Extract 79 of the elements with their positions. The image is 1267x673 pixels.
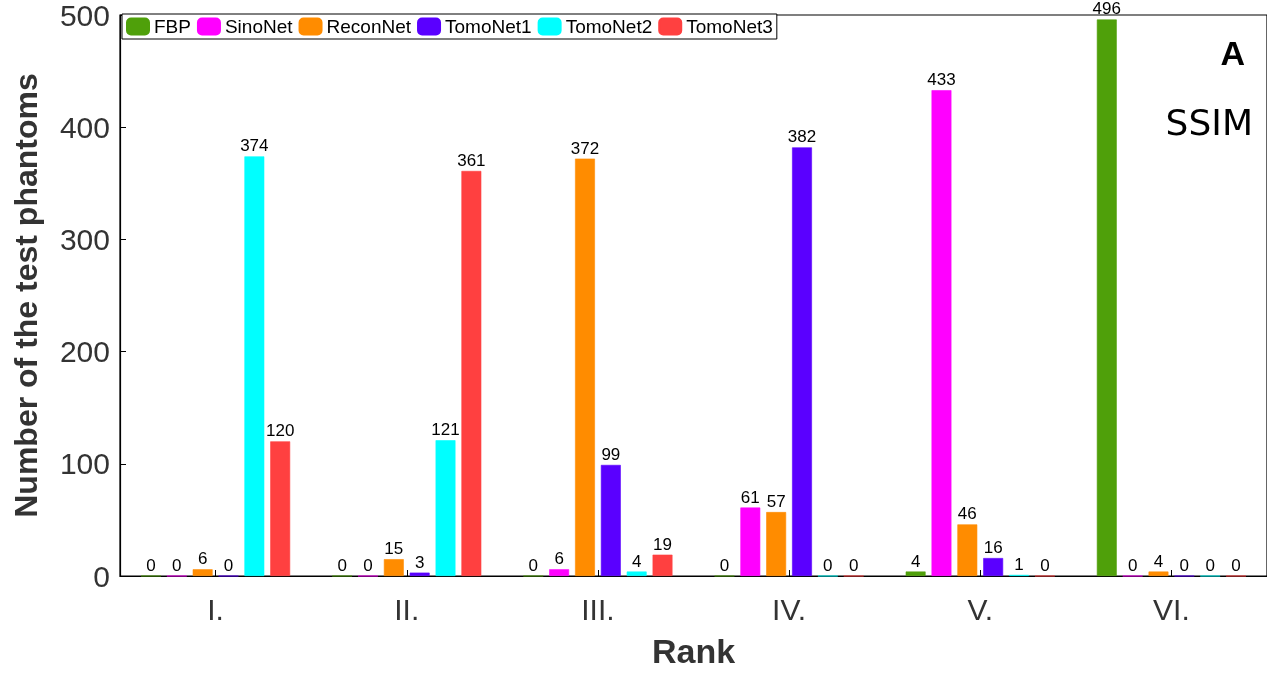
data-label: 46 — [957, 504, 977, 524]
data-label: 0 — [337, 555, 347, 575]
bar — [192, 569, 213, 576]
y-axis-title: Number of the test phantoms — [8, 73, 44, 518]
bar — [766, 512, 787, 576]
data-label: 16 — [983, 538, 1003, 558]
y-tick-label: 300 — [59, 222, 110, 256]
y-tick-label: 500 — [59, 0, 110, 32]
bar — [983, 558, 1004, 576]
x-axis-title: Rank — [651, 632, 736, 670]
data-label: 0 — [848, 555, 859, 575]
bar — [600, 464, 621, 576]
data-label: 6 — [554, 549, 564, 569]
data-label: 0 — [528, 555, 539, 575]
annotation: A — [1220, 34, 1246, 72]
data-label: 433 — [927, 70, 956, 90]
bar — [931, 90, 952, 576]
data-label: 61 — [740, 487, 760, 507]
bar — [957, 524, 978, 576]
bar — [270, 441, 291, 576]
data-label: 3 — [414, 552, 425, 572]
bar — [461, 170, 482, 576]
data-label: 0 — [823, 555, 833, 575]
x-tick-label: VI. — [1153, 592, 1190, 626]
legend-label: SinoNet — [224, 16, 294, 37]
bar — [626, 571, 647, 576]
data-label: 0 — [1205, 555, 1215, 575]
legend-label: TomoNet3 — [686, 16, 773, 37]
bar — [244, 156, 265, 576]
data-label: 496 — [1092, 0, 1121, 19]
data-label: 361 — [457, 150, 486, 170]
data-label: 6 — [197, 549, 208, 569]
bar — [383, 559, 404, 576]
data-label: 120 — [266, 421, 295, 441]
data-label: 0 — [1127, 555, 1138, 575]
data-label: 4 — [631, 551, 642, 571]
data-label: 0 — [172, 555, 182, 575]
bar — [905, 571, 926, 576]
data-label: 15 — [384, 539, 404, 559]
x-tick-label: II. — [394, 592, 420, 626]
annotation: SSIM — [1165, 101, 1254, 143]
bar — [740, 507, 761, 576]
legend-label: TomoNet1 — [445, 16, 532, 37]
data-label: 4 — [910, 551, 921, 571]
x-tick-label: V. — [967, 592, 994, 626]
data-label: 57 — [766, 492, 786, 512]
y-tick-label: 200 — [59, 335, 110, 369]
bar — [1148, 571, 1169, 576]
data-label: 1 — [1014, 554, 1024, 574]
legend-label: TomoNet2 — [565, 16, 653, 37]
bar — [792, 147, 812, 576]
data-label: 382 — [787, 127, 817, 147]
bar — [435, 440, 456, 576]
bar — [549, 569, 570, 576]
data-label: 0 — [1231, 555, 1241, 575]
bar — [652, 554, 673, 576]
y-tick-label: 0 — [93, 559, 110, 593]
bar — [575, 158, 595, 576]
data-label: 4 — [1153, 551, 1164, 571]
data-label: 121 — [431, 420, 460, 440]
data-label: 0 — [146, 555, 156, 575]
data-label: 372 — [570, 138, 600, 158]
y-tick-label: 100 — [59, 447, 110, 481]
y-tick-label: 400 — [59, 110, 110, 144]
data-label: 19 — [653, 534, 672, 554]
bar — [409, 572, 430, 576]
data-label: 0 — [363, 555, 373, 575]
data-label: 0 — [1179, 555, 1190, 575]
data-label: 0 — [1040, 555, 1050, 575]
x-tick-label: IV. — [772, 592, 807, 626]
data-label: 374 — [240, 136, 269, 156]
data-label: 0 — [223, 555, 234, 575]
x-tick-label: III. — [581, 592, 615, 626]
legend-label: ReconNet — [326, 16, 412, 37]
bar — [1096, 19, 1117, 576]
data-label: 99 — [601, 444, 621, 464]
x-tick-label: I. — [207, 592, 224, 626]
data-label: 0 — [719, 555, 730, 575]
legend-label: FBP — [154, 16, 191, 37]
